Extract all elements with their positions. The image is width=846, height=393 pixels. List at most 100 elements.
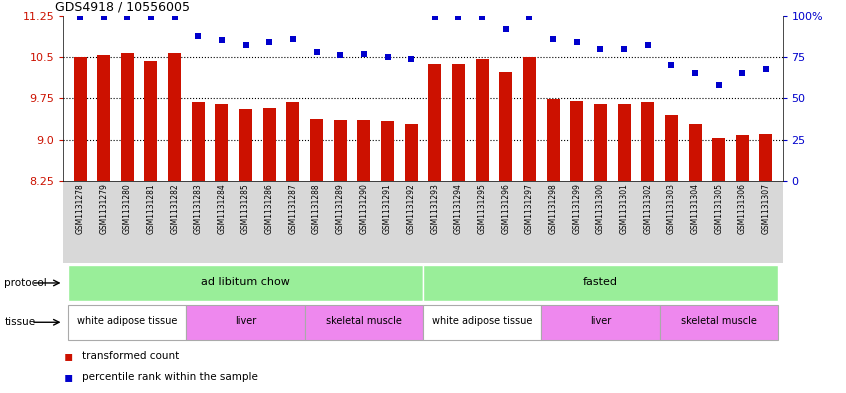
Bar [263, 108, 276, 181]
Point [547, 36, 560, 42]
Text: protocol: protocol [4, 278, 47, 288]
Bar [310, 119, 323, 181]
Text: ▪: ▪ [63, 370, 73, 384]
Point [428, 14, 442, 20]
Bar [216, 104, 228, 181]
Text: GSM1131279: GSM1131279 [99, 183, 108, 234]
Text: GSM1131303: GSM1131303 [667, 183, 676, 234]
Point [665, 62, 678, 68]
Text: skeletal muscle: skeletal muscle [681, 316, 756, 327]
Text: GSM1131302: GSM1131302 [643, 183, 652, 234]
Point [144, 14, 157, 20]
Point [74, 14, 87, 20]
Bar [305, 305, 423, 340]
Bar [69, 265, 423, 301]
Text: GSM1131294: GSM1131294 [454, 183, 463, 234]
Text: GSM1131304: GSM1131304 [690, 183, 700, 234]
Text: GSM1131307: GSM1131307 [761, 183, 771, 234]
Text: GSM1131298: GSM1131298 [548, 183, 558, 234]
Bar [404, 124, 418, 181]
Text: GSM1131289: GSM1131289 [336, 183, 344, 234]
Point [712, 82, 726, 88]
Point [404, 55, 418, 62]
Point [499, 26, 513, 32]
Text: GSM1131299: GSM1131299 [572, 183, 581, 234]
Text: GSM1131278: GSM1131278 [75, 183, 85, 234]
Text: liver: liver [235, 316, 256, 327]
Text: GSM1131284: GSM1131284 [217, 183, 227, 234]
Bar [452, 64, 465, 181]
Bar [287, 102, 299, 181]
Bar [760, 134, 772, 181]
Text: GSM1131295: GSM1131295 [478, 183, 486, 234]
Point [239, 42, 252, 49]
Bar [333, 120, 347, 181]
Bar [192, 102, 205, 181]
Point [168, 14, 181, 20]
Point [286, 36, 299, 42]
Bar [423, 305, 541, 340]
Bar [541, 305, 660, 340]
Text: GSM1131305: GSM1131305 [714, 183, 723, 234]
Text: GSM1131293: GSM1131293 [431, 183, 439, 234]
Point [759, 65, 772, 72]
Text: GDS4918 / 10556005: GDS4918 / 10556005 [55, 1, 190, 14]
Text: GSM1131296: GSM1131296 [502, 183, 510, 234]
Point [641, 42, 655, 49]
Text: GSM1131306: GSM1131306 [738, 183, 747, 234]
Bar [357, 120, 371, 181]
Bar [74, 57, 86, 181]
Point [310, 49, 323, 55]
Bar [145, 61, 157, 181]
Text: GSM1131300: GSM1131300 [596, 183, 605, 234]
Point [357, 51, 371, 57]
Bar [69, 305, 186, 340]
Text: tissue: tissue [4, 317, 36, 327]
Point [452, 14, 465, 20]
Point [523, 14, 536, 20]
Point [333, 52, 347, 59]
Text: white adipose tissue: white adipose tissue [77, 316, 178, 327]
Point [618, 46, 631, 52]
Bar [168, 53, 181, 181]
Bar [239, 109, 252, 181]
Text: white adipose tissue: white adipose tissue [432, 316, 532, 327]
Bar [121, 53, 134, 181]
Point [594, 46, 607, 52]
Bar [499, 72, 513, 181]
Bar [423, 265, 777, 301]
Text: GSM1131291: GSM1131291 [383, 183, 392, 234]
Bar [689, 124, 701, 181]
Bar [475, 59, 489, 181]
Bar [736, 135, 749, 181]
Point [735, 70, 749, 77]
Bar [712, 138, 725, 181]
Point [97, 14, 111, 20]
Bar [665, 115, 678, 181]
Text: ad libitum chow: ad libitum chow [201, 277, 290, 287]
Text: ▪: ▪ [63, 349, 73, 363]
Text: GSM1131287: GSM1131287 [288, 183, 298, 234]
Text: transformed count: transformed count [82, 351, 179, 361]
Bar [428, 64, 442, 181]
Text: GSM1131288: GSM1131288 [312, 183, 321, 234]
Text: fasted: fasted [583, 277, 618, 287]
Bar [97, 55, 110, 181]
Text: skeletal muscle: skeletal muscle [326, 316, 402, 327]
Point [381, 54, 394, 60]
Point [215, 37, 228, 44]
Bar [641, 102, 654, 181]
Point [689, 70, 702, 77]
Text: liver: liver [590, 316, 611, 327]
Text: GSM1131292: GSM1131292 [407, 183, 415, 234]
Point [475, 14, 489, 20]
Bar [594, 104, 607, 181]
Bar [523, 57, 536, 181]
Text: GSM1131286: GSM1131286 [265, 183, 274, 234]
Text: GSM1131285: GSM1131285 [241, 183, 250, 234]
Text: GSM1131283: GSM1131283 [194, 183, 203, 234]
Point [570, 39, 584, 45]
Text: GSM1131301: GSM1131301 [619, 183, 629, 234]
Text: GSM1131282: GSM1131282 [170, 183, 179, 234]
Text: percentile rank within the sample: percentile rank within the sample [82, 372, 258, 382]
